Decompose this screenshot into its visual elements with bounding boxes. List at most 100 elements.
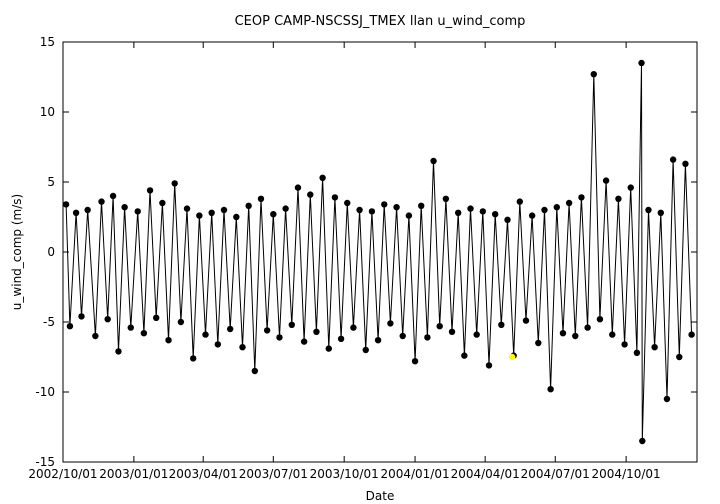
y-tick-label: 0 bbox=[47, 245, 55, 259]
data-point bbox=[528, 212, 536, 219]
x-tick-label: 2004/07/01 bbox=[521, 467, 590, 481]
x-tick-label: 2002/10/01 bbox=[28, 467, 97, 481]
data-point bbox=[331, 194, 339, 201]
data-point bbox=[467, 205, 474, 212]
x-tick-label: 2003/10/01 bbox=[310, 467, 379, 481]
data-point bbox=[615, 195, 622, 202]
data-point bbox=[682, 160, 689, 167]
data-point bbox=[645, 206, 652, 214]
data-point bbox=[430, 157, 437, 165]
y-tick-label: 10 bbox=[40, 105, 55, 119]
data-point bbox=[418, 202, 425, 209]
data-point bbox=[134, 208, 141, 215]
data-point bbox=[559, 330, 567, 337]
data-point bbox=[621, 341, 628, 348]
data-point bbox=[584, 324, 591, 331]
data-point bbox=[461, 352, 468, 359]
x-tick-label: 2003/04/01 bbox=[169, 467, 238, 481]
data-point bbox=[127, 324, 134, 331]
data-point bbox=[140, 330, 148, 337]
data-point bbox=[399, 332, 406, 340]
y-tick-label: -5 bbox=[43, 315, 55, 329]
data-point bbox=[374, 337, 382, 344]
data-point bbox=[522, 317, 530, 324]
data-point bbox=[596, 316, 604, 323]
data-point bbox=[688, 331, 695, 338]
x-tick-label: 2003/01/01 bbox=[99, 467, 168, 481]
data-point bbox=[553, 204, 560, 211]
data-point bbox=[92, 332, 99, 340]
series-line bbox=[65, 62, 693, 442]
data-point bbox=[393, 204, 400, 211]
data-point bbox=[651, 344, 658, 351]
data-point bbox=[350, 324, 357, 331]
data-point bbox=[405, 212, 413, 219]
data-point bbox=[578, 194, 585, 201]
x-axis: 2002/10/01 2003/01/01 2003/04/01 2003/07/01… bbox=[28, 42, 661, 481]
data-point bbox=[491, 211, 499, 218]
data-point bbox=[325, 345, 332, 352]
data-point bbox=[72, 209, 80, 216]
data-point bbox=[183, 205, 191, 212]
x-tick-label: 2003/07/01 bbox=[239, 467, 308, 481]
data-point bbox=[639, 437, 646, 445]
data-point bbox=[535, 339, 542, 347]
data-point bbox=[233, 213, 240, 221]
plot-frame bbox=[62, 41, 698, 463]
data-point bbox=[245, 202, 252, 209]
data-point bbox=[337, 335, 345, 342]
data-point bbox=[368, 208, 376, 215]
y-axis-label: u_wind_comp (m/s) bbox=[10, 194, 24, 310]
data-point bbox=[676, 353, 683, 361]
data-point bbox=[84, 206, 91, 214]
data-point bbox=[270, 211, 277, 218]
data-point bbox=[516, 198, 524, 205]
data-point bbox=[627, 184, 634, 191]
data-point bbox=[109, 192, 117, 200]
data-point bbox=[307, 191, 314, 198]
data-point bbox=[104, 316, 111, 323]
data-point bbox=[424, 334, 431, 341]
data-point bbox=[504, 216, 511, 223]
data-point bbox=[146, 187, 154, 194]
data-point bbox=[602, 177, 610, 184]
data-point bbox=[171, 180, 178, 187]
data-point bbox=[485, 362, 493, 369]
data-point bbox=[294, 184, 302, 191]
x-axis-label: Date bbox=[366, 489, 395, 503]
data-point bbox=[300, 338, 308, 345]
data-point bbox=[442, 195, 450, 202]
y-axis: -15 -10 -5 0 5 10 15 bbox=[35, 35, 697, 469]
data-point bbox=[387, 320, 394, 327]
y-tick-label: 15 bbox=[40, 35, 55, 49]
data-point bbox=[362, 346, 369, 354]
data-point bbox=[436, 323, 443, 330]
data-point bbox=[196, 212, 203, 219]
data-point bbox=[381, 201, 388, 208]
plot-area bbox=[62, 59, 695, 445]
data-point bbox=[319, 174, 326, 181]
data-point bbox=[98, 198, 105, 205]
data-point bbox=[657, 209, 664, 216]
x-tick-label: 2004/01/01 bbox=[380, 467, 449, 481]
y-tick-label: -10 bbox=[35, 385, 55, 399]
data-point bbox=[498, 321, 505, 328]
data-point bbox=[202, 331, 209, 338]
y-tick-label: 5 bbox=[47, 175, 55, 189]
data-point bbox=[454, 209, 462, 216]
data-point bbox=[165, 337, 172, 344]
data-point bbox=[66, 323, 74, 330]
data-point bbox=[313, 328, 320, 335]
data-point bbox=[547, 386, 554, 393]
data-point bbox=[153, 314, 160, 321]
data-point bbox=[226, 325, 234, 333]
data-point bbox=[78, 313, 85, 320]
data-point bbox=[541, 206, 548, 214]
data-point bbox=[590, 71, 597, 78]
data-point bbox=[159, 199, 166, 207]
x-tick-label: 2004/04/01 bbox=[451, 467, 520, 481]
data-point bbox=[115, 348, 122, 355]
chart-title: CEOP CAMP-NSCSSJ_TMEX llan u_wind_comp bbox=[235, 14, 526, 29]
data-point bbox=[508, 353, 516, 361]
